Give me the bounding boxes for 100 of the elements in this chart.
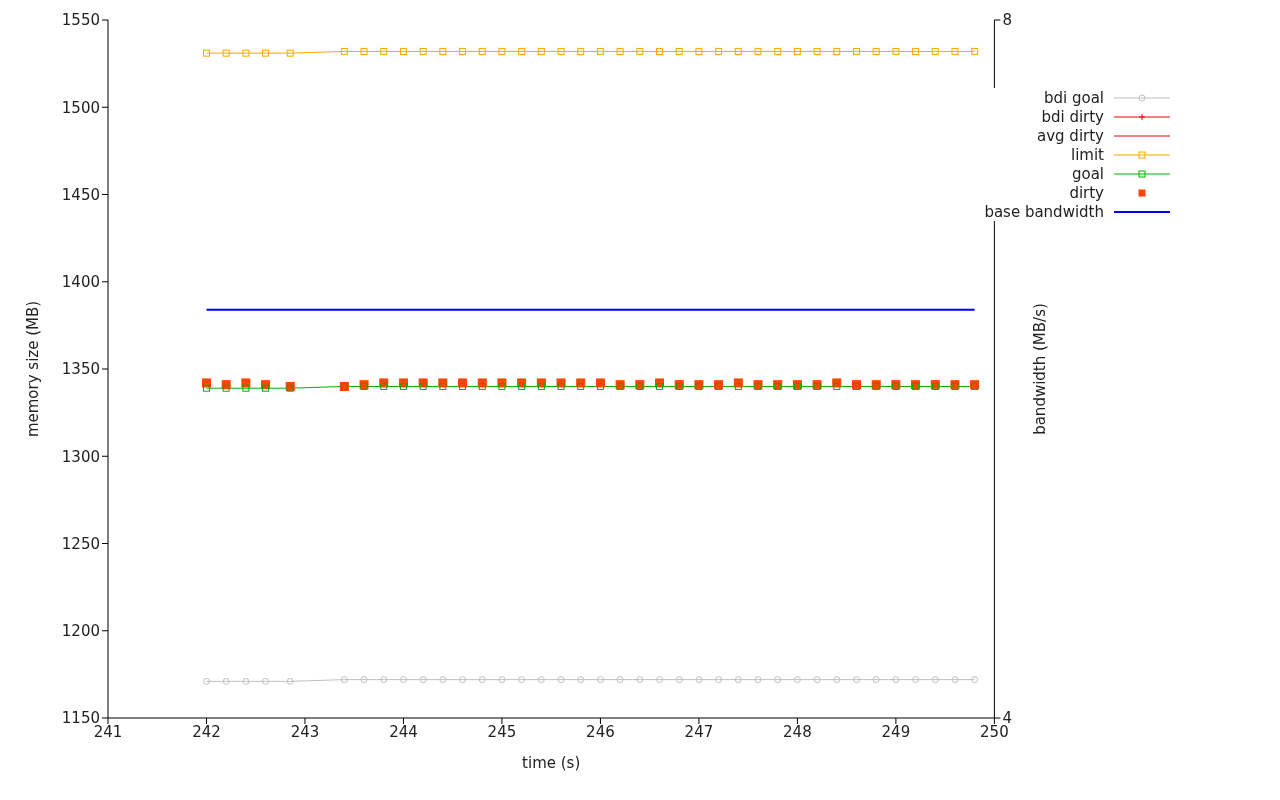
y-tick-label: 1350	[61, 360, 100, 379]
y-tick-label: 1400	[61, 273, 100, 292]
point	[202, 49, 210, 57]
point	[286, 49, 294, 57]
point	[242, 384, 250, 392]
point	[498, 47, 506, 55]
point	[971, 47, 979, 55]
point	[636, 676, 644, 684]
point	[222, 49, 230, 57]
point	[498, 676, 506, 684]
x-tick-label: 247	[684, 722, 714, 741]
point	[537, 676, 545, 684]
point	[872, 676, 880, 684]
point	[813, 676, 821, 684]
point	[695, 47, 703, 55]
point	[202, 677, 210, 685]
point	[419, 47, 427, 55]
point	[439, 47, 447, 55]
point	[912, 47, 920, 55]
y-tick-label: 1300	[61, 447, 100, 466]
point	[478, 676, 486, 684]
x-tick-label: 248	[783, 722, 812, 741]
point	[774, 676, 782, 684]
legend-label: goal	[1071, 164, 1104, 183]
x-tick-label: 243	[290, 722, 320, 741]
point	[774, 47, 782, 55]
point	[852, 676, 860, 684]
point	[912, 676, 920, 684]
point	[242, 677, 250, 685]
point	[360, 47, 368, 55]
point	[616, 47, 624, 55]
point	[340, 47, 348, 55]
point	[577, 47, 585, 55]
point	[715, 676, 723, 684]
x-tick-label: 241	[93, 722, 123, 741]
y-tick-label: 1500	[61, 98, 100, 117]
point	[459, 47, 467, 55]
point	[813, 47, 821, 55]
point	[478, 47, 486, 55]
point	[892, 47, 900, 55]
point	[734, 676, 742, 684]
x-tick-label: 246	[586, 722, 615, 741]
point	[754, 676, 762, 684]
point	[656, 676, 664, 684]
point	[459, 676, 467, 684]
point	[951, 47, 959, 55]
point	[557, 47, 565, 55]
point	[892, 676, 900, 684]
legend-label: bdi dirty	[1041, 107, 1104, 126]
legend-label: dirty	[1069, 183, 1104, 202]
y2-tick-label: 8	[1002, 11, 1012, 30]
y-axis-title: memory size (MB)	[24, 300, 43, 438]
point	[577, 676, 585, 684]
point	[616, 676, 624, 684]
point	[675, 47, 683, 55]
point	[951, 676, 959, 684]
point	[222, 384, 230, 392]
point	[360, 676, 368, 684]
point	[262, 384, 270, 392]
point	[537, 47, 545, 55]
point	[734, 47, 742, 55]
y-tick-label: 1250	[61, 534, 100, 553]
point	[675, 676, 683, 684]
point	[242, 49, 250, 57]
x-tick-label: 242	[192, 722, 221, 741]
point	[636, 47, 644, 55]
point	[852, 47, 860, 55]
point	[518, 47, 526, 55]
y2-axis-title: bandwidth (MB/s)	[1030, 303, 1049, 435]
point	[222, 677, 230, 685]
y-tick-label: 1550	[61, 11, 100, 30]
point	[931, 47, 939, 55]
point	[596, 47, 604, 55]
point	[557, 676, 565, 684]
point	[262, 49, 270, 57]
point	[202, 384, 210, 392]
point	[380, 676, 388, 684]
point	[286, 677, 294, 685]
point	[399, 676, 407, 684]
point	[340, 676, 348, 684]
point	[695, 676, 703, 684]
point	[262, 677, 270, 685]
legend-label: bdi goal	[1043, 88, 1104, 107]
legend-label: limit	[1071, 145, 1104, 164]
point	[419, 676, 427, 684]
point	[715, 47, 723, 55]
x-tick-label: 245	[487, 722, 517, 741]
point	[754, 47, 762, 55]
point	[833, 47, 841, 55]
x-axis-title: time (s)	[522, 754, 581, 772]
point	[518, 676, 526, 684]
point	[439, 676, 447, 684]
point	[793, 676, 801, 684]
point	[399, 47, 407, 55]
x-tick-label: 249	[881, 722, 911, 741]
y-tick-label: 1450	[61, 185, 100, 204]
point	[872, 47, 880, 55]
legend-label: avg dirty	[1037, 126, 1104, 145]
point	[971, 676, 979, 684]
point	[596, 676, 604, 684]
